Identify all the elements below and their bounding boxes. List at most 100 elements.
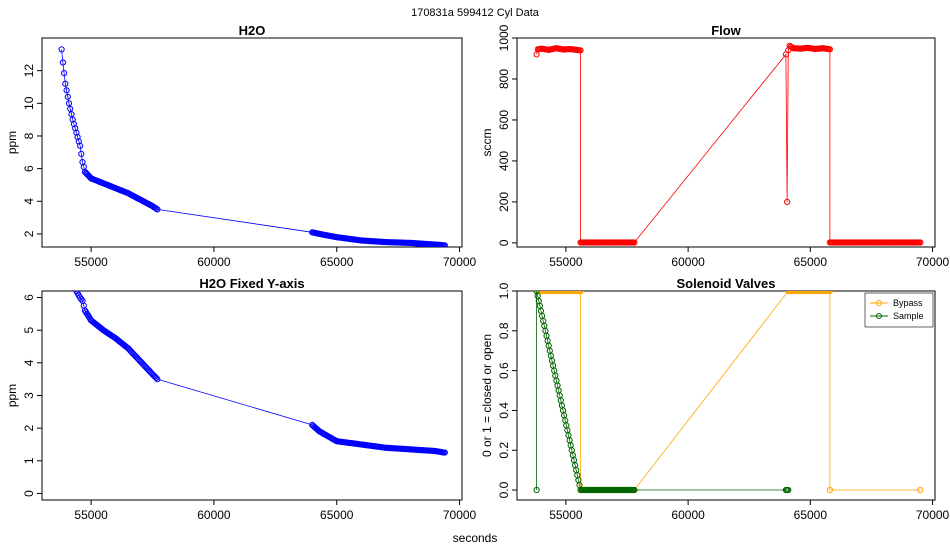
data-point	[78, 150, 85, 157]
data-point	[784, 198, 791, 205]
y-axis-label: sccm	[480, 129, 494, 157]
y-tick-label: 0	[22, 490, 36, 497]
y-axis-label: ppm	[5, 131, 19, 154]
y-tick-label: 0.4	[497, 402, 511, 419]
x-tick-label: 60000	[197, 255, 231, 269]
data-point	[63, 87, 70, 94]
plot-area	[533, 291, 924, 494]
data-point	[73, 129, 80, 136]
data-point	[153, 374, 160, 381]
y-tick-label: 4	[22, 359, 36, 366]
y-tick-label: 400	[497, 151, 511, 171]
legend-swatch-marker	[876, 313, 882, 319]
x-tick-label: 65000	[794, 508, 828, 522]
y-tick-label: 10	[22, 96, 36, 110]
y-tick-label: 1.0	[497, 282, 511, 299]
data-point	[441, 242, 448, 247]
y-tick-label: 0.0	[497, 481, 511, 498]
data-point	[154, 376, 161, 383]
y-axis-label: 0 or 1 = closed or open	[480, 334, 494, 457]
y-tick-label: 6	[22, 294, 36, 301]
series-1	[73, 291, 448, 456]
y-tick-label: 12	[22, 64, 36, 78]
series-1	[533, 42, 924, 246]
data-point	[577, 47, 584, 54]
x-tick-label: 70000	[443, 508, 477, 522]
data-point	[70, 120, 78, 128]
data-point	[65, 100, 73, 107]
plot-area	[58, 46, 448, 247]
data-point	[631, 239, 638, 246]
x-tick-label: 60000	[671, 255, 705, 269]
y-tick-label: 800	[497, 69, 511, 89]
y-tick-label: 3	[22, 392, 36, 399]
chart-title: Solenoid Valves	[677, 276, 776, 291]
data-point	[533, 486, 540, 494]
plot-frame	[516, 290, 936, 501]
data-point	[78, 296, 85, 303]
data-point	[74, 134, 81, 141]
x-tick-label: 55000	[549, 255, 583, 269]
x-tick-label: 55000	[549, 508, 583, 522]
data-point	[917, 486, 924, 494]
y-tick-label: 0.2	[497, 442, 511, 459]
data-point	[826, 46, 834, 53]
x-tick-label: 65000	[320, 255, 354, 269]
x-tick-label: 55000	[74, 255, 108, 269]
chart-valves: Solenoid Valves 0 or 1 = closed or open 55…	[480, 276, 950, 522]
x-tick-label: 70000	[916, 508, 950, 522]
y-tick-label: 6	[22, 165, 36, 172]
data-point	[153, 205, 160, 212]
data-point	[441, 449, 448, 456]
chart-h2o-fixed: H2O Fixed Y-axis ppm 55000 60000 65000 70000 0…	[5, 276, 477, 522]
chart-title: Flow	[711, 23, 741, 38]
legend: Bypass Sample	[864, 292, 934, 328]
legend-swatch-marker	[876, 300, 882, 306]
y-tick-label: 600	[497, 110, 511, 130]
y-tick-label: 0.8	[497, 322, 511, 339]
legend-entry-0: Bypass	[893, 298, 923, 308]
series-line	[536, 291, 921, 491]
x-tick-label: 65000	[794, 255, 828, 269]
data-point	[62, 80, 69, 87]
chart-flow: Flow sccm 55000 60000 65000 70000 0 200 400 600 80…	[480, 23, 950, 269]
x-tick-label: 60000	[671, 508, 705, 522]
data-point	[59, 59, 67, 66]
plot-frame	[516, 37, 936, 248]
data-point	[61, 70, 68, 77]
data-point	[69, 116, 76, 123]
data-point	[785, 486, 792, 494]
y-tick-label: 4	[22, 198, 36, 205]
figure-suptitle: 170831a 599412 Cyl Data	[411, 7, 540, 19]
y-tick-label: 0	[497, 239, 511, 246]
y-tick-label: 200	[497, 192, 511, 212]
x-tick-label: 70000	[916, 255, 950, 269]
data-point	[826, 486, 834, 494]
plot-area	[533, 42, 924, 246]
y-axis-label: ppm	[5, 384, 19, 407]
chart-title: H2O Fixed Y-axis	[199, 276, 304, 291]
y-tick-label: 2	[22, 425, 36, 432]
x-tick-label: 70000	[443, 255, 477, 269]
data-point	[577, 291, 584, 295]
data-point	[826, 291, 833, 295]
shared-x-axis-label: seconds	[453, 531, 498, 545]
data-point	[154, 206, 161, 213]
data-point	[917, 239, 924, 246]
data-point	[631, 486, 638, 494]
data-point	[72, 125, 79, 132]
data-point	[77, 142, 84, 149]
y-tick-label: 1	[22, 457, 36, 464]
data-point	[58, 46, 65, 53]
y-tick-label: 8	[22, 132, 36, 139]
x-tick-label: 60000	[197, 508, 231, 522]
series-1	[58, 46, 448, 247]
legend-box	[864, 292, 934, 328]
y-tick-label: 5	[22, 327, 36, 334]
plot-area	[73, 291, 448, 456]
y-tick-label: 2	[22, 230, 36, 237]
data-point	[64, 93, 71, 100]
y-tick-label: 1000	[497, 24, 511, 51]
